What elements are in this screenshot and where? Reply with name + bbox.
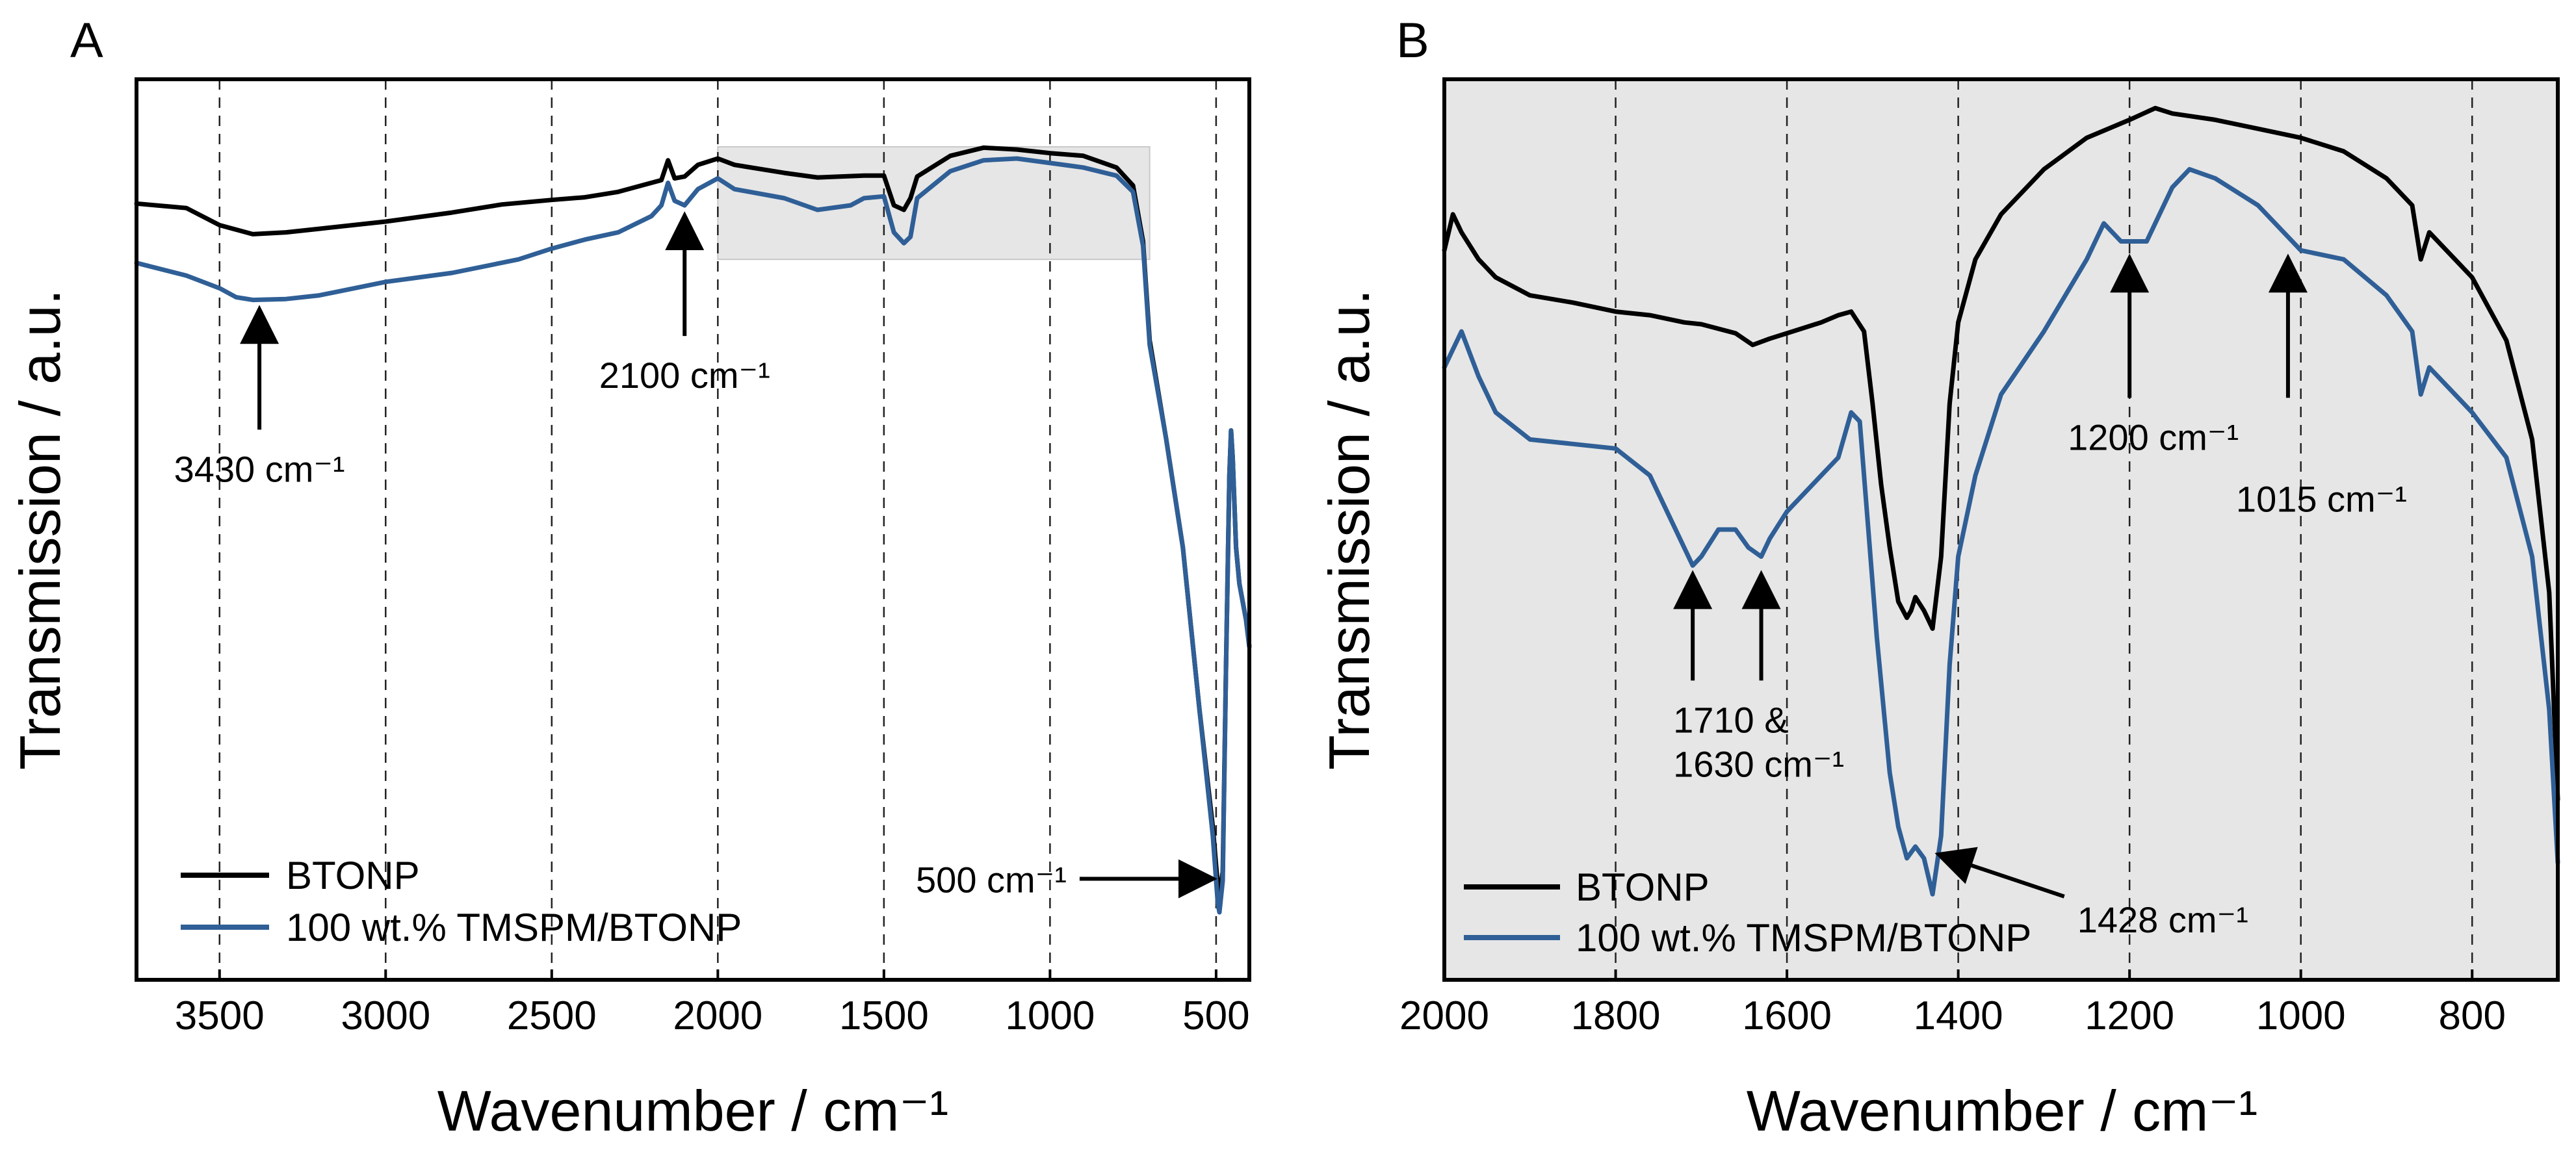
annotation-label: 500 cm⁻¹ — [916, 860, 1067, 901]
panel-b: B 1710 &1630 cm⁻¹ 1428 cm⁻¹ 1200 cm⁻¹ 1015 … — [1317, 13, 2560, 1143]
x-tick-label: 1400 — [1914, 993, 2003, 1038]
panel-a-x-axis-label: Wavenumber / cm⁻¹ — [437, 1079, 948, 1143]
x-tick-label: 2000 — [673, 993, 762, 1038]
plot-background — [1444, 79, 2558, 980]
annotation-label: 1710 & — [1673, 699, 1789, 740]
panel-a-annotations: 3430 cm⁻¹ 2100 cm⁻¹ 500 cm⁻¹ — [174, 211, 1217, 901]
panel-b-x-axis-label: Wavenumber / cm⁻¹ — [1747, 1079, 2257, 1143]
legend-label-tmspm: 100 wt.% TMSPM/BTONP — [286, 906, 742, 949]
x-tick-label: 3500 — [175, 993, 265, 1038]
x-tick-label: 800 — [2439, 993, 2506, 1038]
x-tick-label: 3000 — [341, 993, 430, 1038]
annotation-label: 1630 cm⁻¹ — [1673, 743, 1844, 784]
panel-b-background-layer — [1444, 79, 2558, 980]
x-tick-label: 1800 — [1571, 993, 1661, 1038]
x-tick-label: 1200 — [2085, 993, 2174, 1038]
annotation-label: 1015 cm⁻¹ — [2236, 478, 2407, 519]
panel-b-letter: B — [1396, 13, 1429, 68]
x-tick-label: 1600 — [1742, 993, 1832, 1038]
panel-a-frame — [135, 77, 1251, 982]
panel-b-annotations: 1710 &1630 cm⁻¹ 1428 cm⁻¹ 1200 cm⁻¹ 1015 cm… — [1673, 253, 2407, 940]
annotation-label: 2100 cm⁻¹ — [599, 355, 770, 396]
panel-a-y-axis-label: Transmission / a.u. — [8, 289, 72, 770]
annotation-label: 1428 cm⁻¹ — [2077, 899, 2248, 940]
panel-b-y-axis-label: Transmission / a.u. — [1317, 289, 1381, 770]
panel-b-x-ticks: 2000 1800 1600 1400 1200 1000 800 — [1399, 969, 2506, 1038]
x-tick-label: 1500 — [839, 993, 929, 1038]
panel-b-legend: BTONP 100 wt.% TMSPM/BTONP — [1464, 865, 2031, 960]
panel-a-series — [134, 145, 1252, 915]
series-line — [1442, 105, 2560, 802]
x-tick-label: 2500 — [507, 993, 597, 1038]
panel-a-gridlines — [218, 79, 1217, 980]
panel-a-legend: BTONP 100 wt.% TMSPM/BTONP — [181, 854, 742, 949]
panel-b-gridlines — [1615, 79, 2473, 980]
legend-label-btonp: BTONP — [1576, 865, 1710, 909]
panel-a: A 3430 cm⁻¹ 2100 cm⁻¹ 500 cm⁻¹ 3500 3000 250… — [8, 13, 1252, 1143]
panel-a-letter: A — [70, 13, 103, 68]
annotation-label: 1200 cm⁻¹ — [2068, 416, 2239, 457]
panel-b-series — [1442, 105, 2560, 897]
panel-b-frame — [1442, 77, 2560, 982]
x-tick-label: 2000 — [1399, 993, 1489, 1038]
series-line — [1442, 167, 2560, 897]
annotation-arrow — [1934, 847, 2065, 899]
legend-label-btonp: BTONP — [286, 854, 420, 897]
x-tick-label: 1000 — [2256, 993, 2346, 1038]
annotation-label: 3430 cm⁻¹ — [174, 448, 345, 489]
panel-a-x-ticks: 3500 3000 2500 2000 1500 1000 500 — [175, 969, 1250, 1038]
series-line — [134, 156, 1252, 915]
x-tick-label: 1000 — [1005, 993, 1095, 1038]
x-tick-label: 500 — [1182, 993, 1249, 1038]
legend-label-tmspm: 100 wt.% TMSPM/BTONP — [1576, 916, 2031, 960]
